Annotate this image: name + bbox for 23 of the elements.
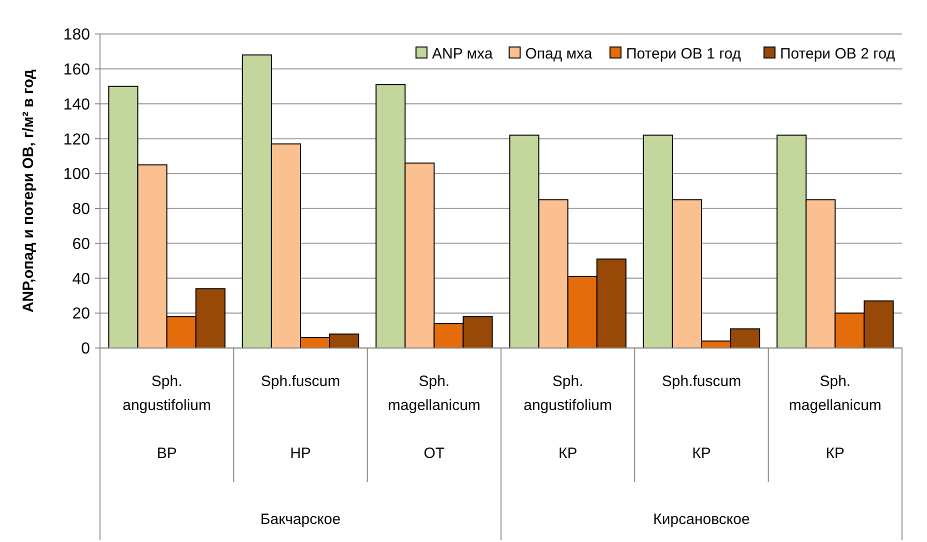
y-tick-label: 0 (81, 340, 90, 358)
category-label: Sph.fuscum КР (662, 373, 742, 462)
y-tick-label: 180 (63, 26, 90, 44)
category-label: Sph.fuscum НР (260, 373, 340, 462)
legend-label: ANP мха (432, 45, 494, 62)
y-axis-title: ANP,опад и потери ОВ, г/м² в год (20, 68, 37, 313)
y-tick-label: 20 (72, 306, 90, 323)
y-tick-label: 140 (63, 96, 90, 114)
text: Кирсановское (653, 511, 750, 528)
category-label: Sph. magellanicum ОТ (388, 373, 480, 462)
y-tick-label: 60 (72, 236, 90, 253)
y-tick-label: 120 (63, 131, 90, 148)
y-tick-label: 80 (72, 201, 90, 218)
y-tick-label: 160 (63, 61, 90, 78)
text: Бакчарское (260, 511, 341, 528)
legend-label: Потери ОВ 2 год (780, 45, 896, 62)
category-label: Sph. angustifolium ВР (122, 373, 212, 462)
y-tick-label: 40 (72, 270, 90, 288)
category-label: Sph. angustifolium КР (524, 373, 612, 462)
category-label: Sph. magellanicum КР (788, 373, 882, 462)
legend-label: Потери ОВ 1 год (626, 45, 742, 62)
y-tick-label: 100 (63, 166, 90, 184)
legend-label: Опад мха (525, 45, 593, 62)
